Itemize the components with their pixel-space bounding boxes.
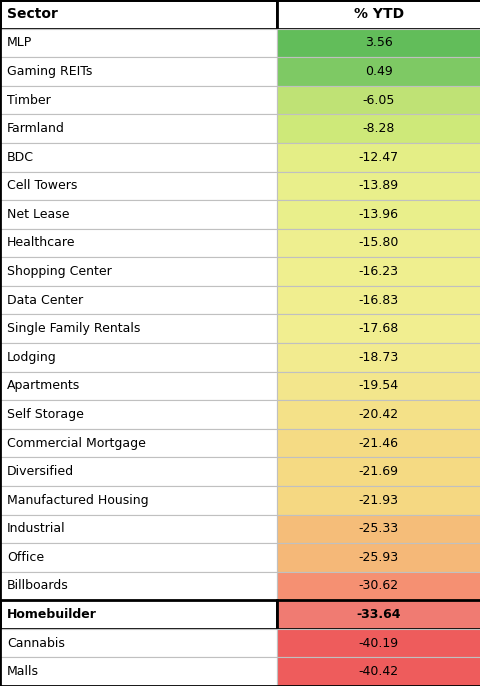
Text: -16.83: -16.83 (358, 294, 398, 307)
Bar (276, 657, 480, 686)
Text: 3.56: 3.56 (364, 36, 392, 49)
Text: -13.89: -13.89 (358, 179, 398, 192)
Bar (0, 115, 276, 143)
Text: Farmland: Farmland (7, 122, 65, 135)
Bar (276, 86, 480, 115)
Text: Self Storage: Self Storage (7, 408, 84, 421)
Text: Net Lease: Net Lease (7, 208, 70, 221)
Bar (0, 429, 276, 458)
Text: -40.42: -40.42 (358, 665, 398, 678)
Bar (0, 458, 276, 486)
Bar (276, 314, 480, 343)
Bar (0, 286, 276, 314)
Bar (0, 57, 276, 86)
Text: -12.47: -12.47 (358, 151, 398, 164)
Text: -21.46: -21.46 (358, 436, 398, 449)
Text: Timber: Timber (7, 93, 51, 106)
Bar (276, 571, 480, 600)
Bar (0, 486, 276, 514)
Text: Diversified: Diversified (7, 465, 74, 478)
Text: Billboards: Billboards (7, 580, 69, 593)
Bar (0, 314, 276, 343)
Text: Healthcare: Healthcare (7, 237, 75, 250)
Text: -18.73: -18.73 (358, 351, 398, 364)
Text: -40.19: -40.19 (358, 637, 398, 650)
Bar (0, 372, 276, 400)
Bar (0, 400, 276, 429)
Text: -33.64: -33.64 (356, 608, 400, 621)
Bar (276, 429, 480, 458)
Text: Apartments: Apartments (7, 379, 80, 392)
Bar (276, 257, 480, 286)
Bar (0, 172, 276, 200)
Bar (0, 629, 276, 657)
Text: -30.62: -30.62 (358, 580, 398, 593)
Bar (276, 343, 480, 372)
Text: Gaming REITs: Gaming REITs (7, 65, 92, 78)
Text: -20.42: -20.42 (358, 408, 398, 421)
Bar (0, 257, 276, 286)
Text: -25.93: -25.93 (358, 551, 398, 564)
Bar (276, 286, 480, 314)
Text: Shopping Center: Shopping Center (7, 265, 112, 278)
Text: Malls: Malls (7, 665, 39, 678)
Bar (0, 86, 276, 115)
Text: Single Family Rentals: Single Family Rentals (7, 322, 140, 335)
Text: -25.33: -25.33 (358, 522, 398, 535)
Text: -21.69: -21.69 (358, 465, 398, 478)
Text: 0.49: 0.49 (364, 65, 392, 78)
Bar (0, 514, 276, 543)
Bar (276, 600, 480, 629)
Text: % YTD: % YTD (353, 8, 403, 21)
Text: Office: Office (7, 551, 44, 564)
Bar (276, 458, 480, 486)
Text: Industrial: Industrial (7, 522, 66, 535)
Bar (276, 400, 480, 429)
Text: -19.54: -19.54 (358, 379, 398, 392)
Bar (276, 629, 480, 657)
Bar (276, 372, 480, 400)
Bar (276, 543, 480, 571)
Text: Homebuilder: Homebuilder (7, 608, 97, 621)
Bar (276, 486, 480, 514)
Bar (0, 600, 276, 629)
Bar (276, 57, 480, 86)
Bar (276, 228, 480, 257)
Bar (0, 29, 276, 57)
Bar (276, 200, 480, 228)
Bar (0, 543, 276, 571)
Text: Cell Towers: Cell Towers (7, 179, 77, 192)
Bar (0, 0, 276, 29)
Bar (0, 228, 276, 257)
Text: Cannabis: Cannabis (7, 637, 65, 650)
Text: Sector: Sector (7, 8, 58, 21)
Bar (276, 143, 480, 172)
Bar (276, 115, 480, 143)
Text: Commercial Mortgage: Commercial Mortgage (7, 436, 146, 449)
Text: Data Center: Data Center (7, 294, 83, 307)
Text: -21.93: -21.93 (358, 494, 398, 507)
Bar (0, 143, 276, 172)
Text: MLP: MLP (7, 36, 32, 49)
Bar (276, 514, 480, 543)
Bar (0, 343, 276, 372)
Text: -13.96: -13.96 (358, 208, 398, 221)
Text: -6.05: -6.05 (362, 93, 394, 106)
Text: Lodging: Lodging (7, 351, 57, 364)
Text: -16.23: -16.23 (358, 265, 398, 278)
Text: -8.28: -8.28 (362, 122, 394, 135)
Text: Manufactured Housing: Manufactured Housing (7, 494, 148, 507)
Text: BDC: BDC (7, 151, 34, 164)
Bar (276, 172, 480, 200)
Bar (276, 29, 480, 57)
Text: -15.80: -15.80 (358, 237, 398, 250)
Bar (0, 657, 276, 686)
Bar (0, 200, 276, 228)
Bar (0, 571, 276, 600)
Bar (276, 0, 480, 29)
Text: -17.68: -17.68 (358, 322, 398, 335)
